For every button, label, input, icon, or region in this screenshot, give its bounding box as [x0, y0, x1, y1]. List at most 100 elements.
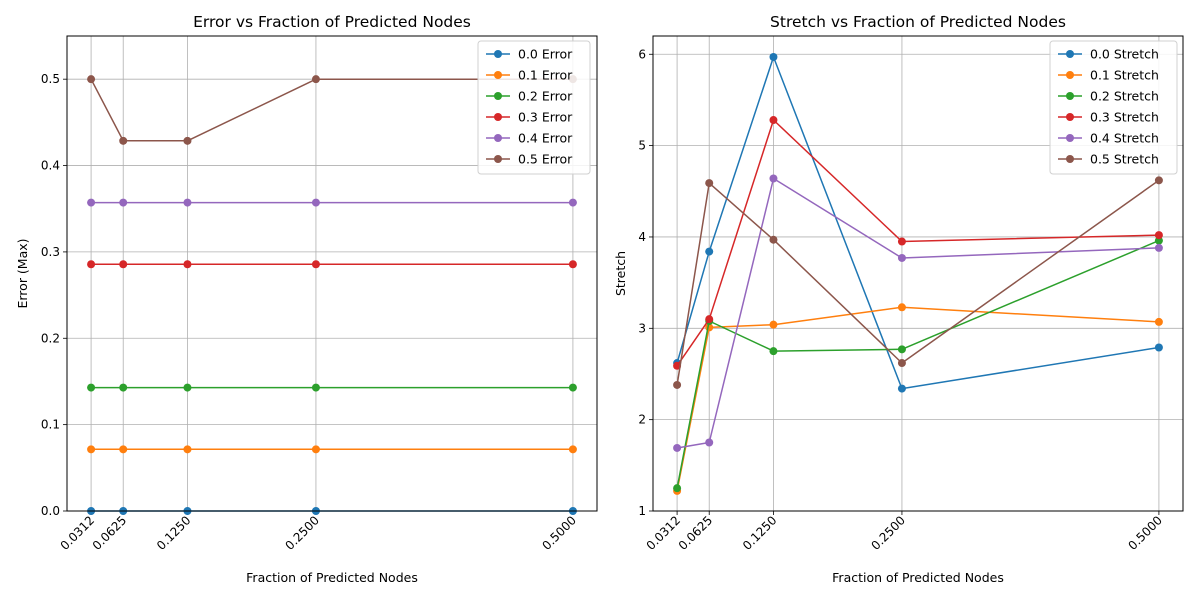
series-5: [673, 176, 1163, 389]
data-point: [673, 380, 682, 389]
data-point: [673, 443, 682, 452]
legend-marker: [1066, 155, 1074, 163]
y-tick-label: 0.5: [41, 72, 60, 86]
legend-marker: [494, 155, 502, 163]
series-4: [87, 198, 577, 207]
legend-marker: [494, 134, 502, 142]
data-point: [568, 383, 577, 392]
x-tick-label: 0.1250: [740, 513, 780, 553]
legend-marker: [494, 50, 502, 58]
data-point: [568, 260, 577, 269]
y-tick-label: 0.0: [41, 504, 60, 518]
data-point: [769, 235, 778, 244]
data-point: [87, 445, 96, 454]
legend-marker: [1066, 134, 1074, 142]
data-point: [183, 260, 192, 269]
legend-label: 0.1 Error: [518, 68, 573, 83]
data-point: [673, 484, 682, 493]
series-line: [676, 306, 1159, 492]
legend-marker: [494, 113, 502, 121]
y-tick-label: 0.4: [41, 159, 60, 173]
legend-label: 0.4 Stretch: [1090, 131, 1159, 146]
data-point: [87, 383, 96, 392]
x-tick-label: 0.0312: [644, 513, 684, 553]
data-point: [119, 198, 128, 207]
legend-label: 0.1 Stretch: [1090, 68, 1159, 83]
data-point: [568, 198, 577, 207]
legend: 0.0 Stretch 0.1 Stretch 0.2 Stretch 0.3 Str…: [1049, 40, 1178, 175]
data-point: [769, 174, 778, 183]
data-point: [769, 347, 778, 356]
data-point: [119, 383, 128, 392]
data-point: [897, 303, 906, 312]
data-point: [897, 253, 906, 262]
series-line: [676, 179, 1160, 386]
data-point: [705, 438, 714, 447]
y-axis-label: Stretch: [613, 251, 628, 296]
data-point: [119, 136, 128, 145]
data-point: [311, 383, 320, 392]
data-point: [119, 260, 128, 269]
legend: 0.0 Error 0.1 Error 0.2 Error 0.3 Error 0.4 …: [477, 40, 591, 175]
y-tick-label: 2: [638, 413, 646, 427]
data-point: [87, 260, 96, 269]
legend-marker: [1066, 113, 1074, 121]
y-tick-label: 0.3: [41, 245, 60, 259]
x-tick-label: 0.5000: [539, 513, 579, 553]
data-point: [311, 198, 320, 207]
y-tick-label: 4: [638, 230, 646, 244]
data-point: [897, 237, 906, 246]
series-5: [87, 75, 577, 145]
series-2: [673, 236, 1163, 493]
series-3: [87, 260, 577, 269]
data-point: [769, 116, 778, 125]
y-tick-label: 0.1: [41, 418, 60, 432]
series-4: [673, 174, 1163, 452]
data-point: [311, 260, 320, 269]
data-point: [87, 198, 96, 207]
y-tick-label: 1: [638, 504, 646, 518]
legend-label: 0.5 Stretch: [1090, 152, 1159, 167]
x-tick-label: 0.0312: [58, 513, 98, 553]
series-1: [673, 303, 1163, 495]
y-tick-label: 5: [638, 139, 646, 153]
x-tick-label: 0.2500: [868, 513, 908, 553]
series-1: [87, 445, 577, 454]
y-tick-label: 6: [638, 47, 646, 61]
data-point: [705, 315, 714, 324]
legend-label: 0.2 Error: [518, 89, 573, 104]
chart-title: Stretch vs Fraction of Predicted Nodes: [770, 13, 1066, 31]
data-point: [1154, 176, 1163, 185]
legend-label: 0.3 Error: [518, 110, 573, 125]
data-point: [897, 345, 906, 354]
data-point: [311, 445, 320, 454]
x-tick-label: 0.0625: [90, 513, 130, 553]
plot-frame: [66, 35, 598, 512]
legend-label: 0.0 Error: [518, 47, 573, 62]
legend-label: 0.4 Error: [518, 131, 573, 146]
data-point: [1154, 231, 1163, 240]
series-3: [673, 116, 1163, 370]
data-point: [1154, 317, 1163, 326]
x-tick-label: 0.1250: [154, 513, 194, 553]
legend-label: 0.0 Stretch: [1090, 47, 1159, 62]
data-point: [119, 445, 128, 454]
data-point: [705, 247, 714, 256]
legend-label: 0.5 Error: [518, 152, 573, 167]
data-point: [183, 198, 192, 207]
data-point: [1154, 236, 1163, 245]
data-point: [87, 75, 96, 84]
y-tick-label: 3: [638, 321, 646, 335]
y-tick-label: 0.2: [41, 331, 60, 345]
data-point: [183, 445, 192, 454]
x-tick-label: 0.5000: [1125, 513, 1165, 553]
data-point: [183, 136, 192, 145]
plot-frame: [652, 35, 1184, 512]
legend-marker: [1066, 92, 1074, 100]
legend-label: 0.2 Stretch: [1090, 89, 1159, 104]
data-point: [311, 75, 320, 84]
data-point: [769, 320, 778, 329]
